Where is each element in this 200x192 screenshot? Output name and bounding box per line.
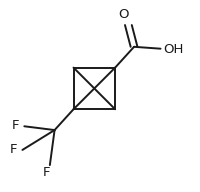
Text: OH: OH <box>163 43 184 56</box>
Text: O: O <box>118 8 129 21</box>
Text: F: F <box>42 166 50 179</box>
Text: F: F <box>12 119 20 132</box>
Text: F: F <box>10 143 18 156</box>
